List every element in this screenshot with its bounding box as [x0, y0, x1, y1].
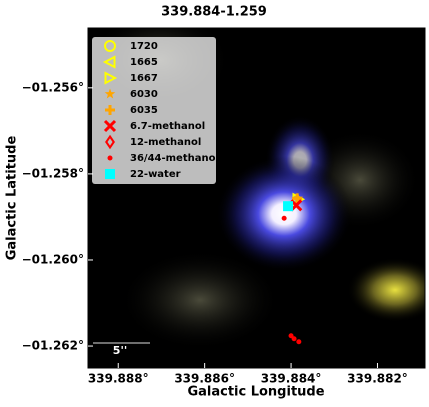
scatter-point [292, 193, 303, 204]
chart-title: 339.884-1.259 [161, 5, 267, 20]
legend-marker [104, 71, 118, 85]
plot-frame [87, 27, 426, 369]
x-axis-label: Galactic Longitude [187, 385, 324, 400]
legend-label: 12-methanol [130, 137, 201, 148]
y-tick-label: −01.260° [22, 252, 84, 266]
x-tick-label: 339.886° [174, 372, 235, 386]
legend-marker [105, 105, 115, 115]
legend-label: 6.7-methanol [130, 121, 205, 132]
y-tick-label: −01.258° [22, 166, 84, 180]
y-tick-label: −01.256° [22, 80, 84, 94]
y-tick-label: −01.262° [22, 339, 84, 353]
scatter-point [291, 336, 297, 342]
legend-marker [107, 155, 113, 161]
legend-marker [104, 88, 116, 99]
scatter-point [296, 339, 302, 345]
legend-label: 1665 [130, 57, 158, 68]
legend-label: 1667 [130, 73, 158, 84]
legend-marker [103, 119, 117, 133]
legend-marker [104, 40, 116, 52]
legend-label: 1720 [130, 41, 158, 52]
legend-label: 36/44-methanol [130, 153, 219, 164]
legend-marker [105, 134, 115, 150]
x-tick-label: 339.882° [347, 372, 408, 386]
scatter-point [288, 333, 294, 339]
x-tick-label: 339.888° [88, 372, 149, 386]
legend-label: 6030 [130, 89, 158, 100]
sky-image [88, 28, 425, 368]
legend-marker [105, 169, 115, 179]
legend-marker [102, 55, 116, 69]
legend-label: 6035 [130, 105, 158, 116]
legend-box [92, 37, 216, 184]
y-axis-label: Galactic Latitude [5, 136, 20, 261]
x-tick-label: 339.884° [261, 372, 322, 386]
scatter-point [283, 201, 294, 212]
legend-label: 22-water [130, 169, 181, 180]
scatter-point [281, 215, 287, 221]
scale-bar-label: 5'' [113, 344, 127, 357]
